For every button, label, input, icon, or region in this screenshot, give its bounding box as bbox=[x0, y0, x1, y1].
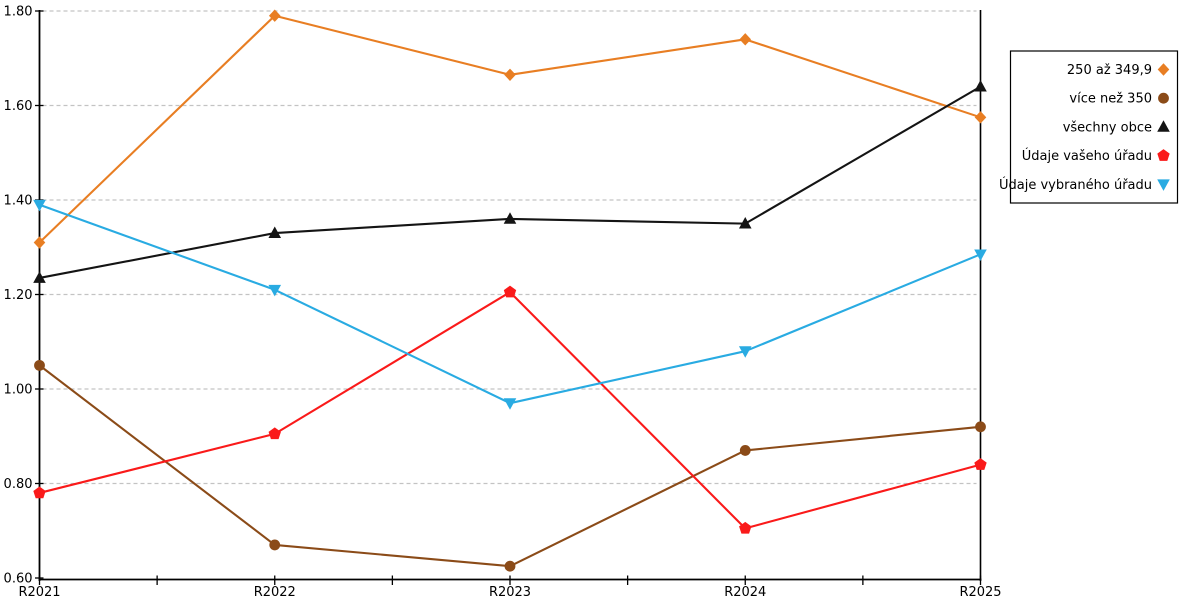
x-category-label: R2023 bbox=[489, 585, 531, 600]
data-point-marker bbox=[33, 271, 46, 283]
series bbox=[33, 199, 987, 410]
data-point-marker bbox=[268, 427, 281, 440]
series bbox=[33, 80, 987, 283]
legend-marker-icon bbox=[1158, 92, 1169, 104]
axis-ticks bbox=[35, 10, 982, 585]
legend: 250 až 349,9 více než 350 všechny obce Údaj… bbox=[999, 50, 1179, 204]
data-point-marker bbox=[739, 521, 752, 534]
legend-marker-icon bbox=[1157, 120, 1170, 132]
data-point-marker bbox=[268, 284, 282, 297]
data-point-marker bbox=[503, 212, 517, 224]
legend-item: 250 až 349,9 bbox=[1067, 63, 1170, 78]
data-point-marker bbox=[268, 9, 281, 22]
data-point-marker bbox=[739, 445, 751, 456]
data-point-marker bbox=[738, 217, 752, 229]
y-tick-label: 1.60 bbox=[4, 99, 33, 114]
y-tick-label: 0.80 bbox=[4, 477, 33, 492]
series-line bbox=[38, 291, 982, 530]
data-point-marker bbox=[974, 249, 987, 261]
legend-item: všechny obce bbox=[1063, 120, 1170, 135]
legend-marker-icon bbox=[1157, 149, 1170, 161]
legend-item: Údaje vašeho úřadu bbox=[1022, 148, 1170, 164]
data-series bbox=[33, 9, 987, 572]
legend-item: Údaje vybraného úřadu bbox=[999, 177, 1170, 193]
data-point-marker bbox=[503, 285, 517, 298]
y-tick-label: 1.80 bbox=[4, 5, 33, 20]
data-point-marker bbox=[974, 458, 987, 470]
series bbox=[34, 359, 986, 572]
series-line bbox=[38, 364, 982, 568]
data-point-marker bbox=[504, 560, 516, 572]
series-line bbox=[38, 85, 982, 280]
data-point-marker bbox=[974, 111, 987, 124]
legend-marker-icon bbox=[1157, 179, 1170, 191]
y-tick-label: 0.60 bbox=[4, 572, 33, 587]
legend-label: Údaje vybraného úřadu bbox=[999, 177, 1152, 193]
y-tick-label: 1.40 bbox=[4, 194, 33, 209]
series bbox=[33, 285, 987, 534]
legend-label: všechny obce bbox=[1063, 120, 1152, 135]
series-line bbox=[38, 14, 982, 244]
data-point-marker bbox=[739, 33, 752, 46]
series bbox=[33, 9, 987, 249]
legend-item: více než 350 bbox=[1069, 92, 1169, 107]
data-point-marker bbox=[504, 68, 516, 81]
data-point-marker bbox=[738, 346, 752, 358]
gridlines bbox=[42, 10, 977, 485]
legend-label: více než 350 bbox=[1069, 92, 1152, 107]
x-category-label: R2022 bbox=[254, 585, 296, 600]
y-tick-label: 1.20 bbox=[4, 288, 33, 303]
x-category-label: R2024 bbox=[724, 585, 766, 600]
data-point-marker bbox=[268, 226, 282, 238]
y-tick-label: 1.00 bbox=[4, 383, 33, 398]
x-category-label: R2025 bbox=[959, 585, 1001, 600]
data-point-marker bbox=[33, 486, 46, 499]
x-category-label: R2021 bbox=[18, 585, 60, 600]
data-point-marker bbox=[974, 80, 987, 92]
data-point-marker bbox=[33, 199, 46, 212]
data-point-marker bbox=[34, 359, 45, 371]
legend-box bbox=[1009, 50, 1179, 204]
legend-label: Údaje vašeho úřadu bbox=[1022, 148, 1152, 164]
data-point-marker bbox=[975, 421, 986, 433]
data-point-marker bbox=[269, 539, 281, 551]
series-line bbox=[38, 203, 982, 405]
data-point-marker bbox=[503, 398, 517, 410]
axis-labels: 0.60 0.80 1.00 1.20 1.40 1.60 1.80 R2021 R2022 R2… bbox=[4, 5, 1002, 600]
legend-label: 250 až 349,9 bbox=[1067, 63, 1152, 78]
data-point-marker bbox=[33, 236, 46, 249]
legend-marker-icon bbox=[1157, 63, 1170, 76]
